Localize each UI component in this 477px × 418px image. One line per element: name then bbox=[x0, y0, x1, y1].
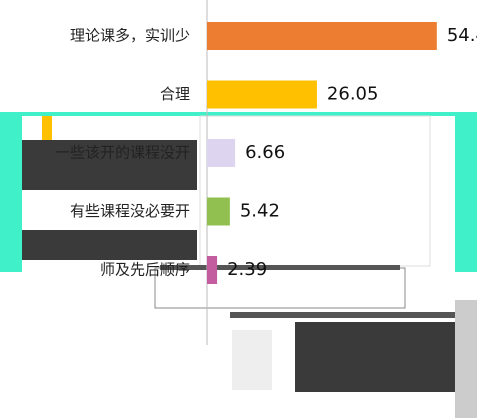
category-label: 合理 bbox=[160, 85, 190, 103]
value-label: 6.66 bbox=[245, 142, 285, 163]
value-label: 26.05 bbox=[327, 84, 379, 105]
value-label: 5.42 bbox=[240, 201, 280, 222]
category-label: 理论课多，实训少 bbox=[70, 27, 190, 45]
category-label: 一些该开的课程没开 bbox=[55, 144, 190, 162]
bar bbox=[207, 197, 230, 226]
value-label: 2.39 bbox=[227, 259, 267, 280]
render-artifacts bbox=[0, 112, 477, 418]
bar bbox=[207, 256, 218, 284]
category-label: 师及先后顺序 bbox=[100, 261, 190, 279]
bar bbox=[207, 80, 317, 109]
bar bbox=[207, 139, 236, 167]
category-label: 有些课程没必要开 bbox=[70, 202, 190, 220]
bar bbox=[207, 22, 437, 50]
value-label: 54.46 bbox=[447, 25, 477, 46]
